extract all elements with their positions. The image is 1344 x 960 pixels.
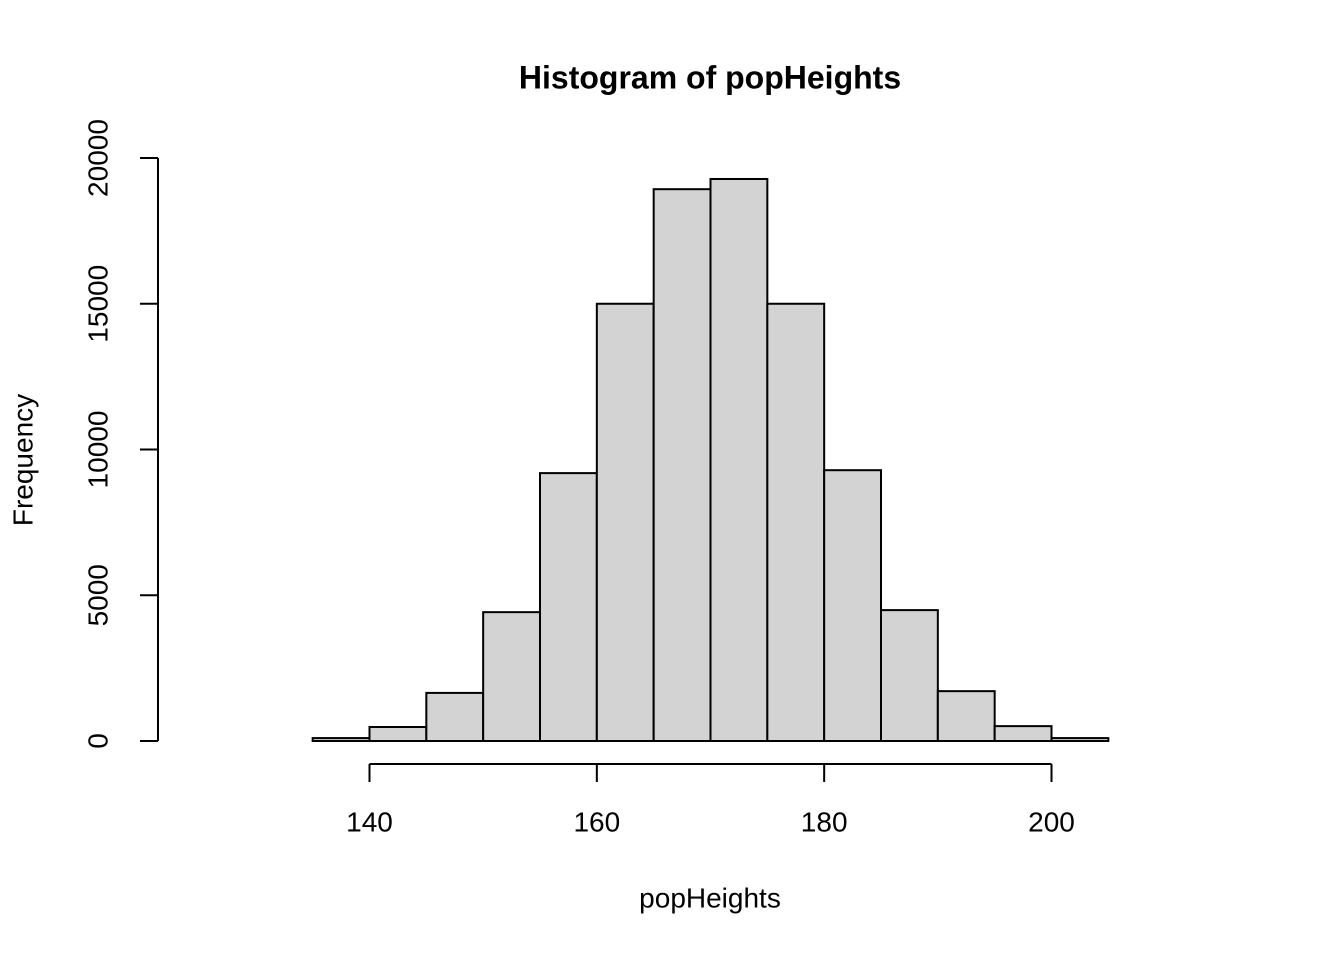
x-tick-label: 160: [573, 806, 620, 837]
x-tick-label: 180: [801, 806, 848, 837]
y-tick-label: 15000: [82, 265, 113, 343]
bar: [993, 725, 1053, 742]
bar: [709, 177, 769, 743]
x-tick-label: 140: [346, 806, 393, 837]
y-tick-label: 10000: [82, 411, 113, 489]
y-axis-label: Frequency: [7, 394, 38, 526]
bar: [823, 469, 883, 742]
bar: [652, 188, 712, 743]
y-tick-label: 20000: [82, 119, 113, 197]
bar: [936, 690, 996, 743]
y-tick-label: 5000: [82, 564, 113, 626]
chart-title: Histogram of popHeights: [519, 59, 901, 95]
bar: [1050, 737, 1110, 743]
bar: [311, 737, 371, 743]
bar: [425, 691, 485, 743]
bar: [539, 472, 598, 742]
bar: [595, 302, 655, 742]
x-axis-label: popHeights: [639, 882, 781, 913]
y-tick-label: 0: [82, 733, 113, 749]
x-tick-label: 200: [1028, 806, 1075, 837]
bar: [766, 302, 826, 742]
bar: [368, 726, 428, 742]
bar: [482, 611, 541, 742]
bar: [880, 609, 939, 743]
